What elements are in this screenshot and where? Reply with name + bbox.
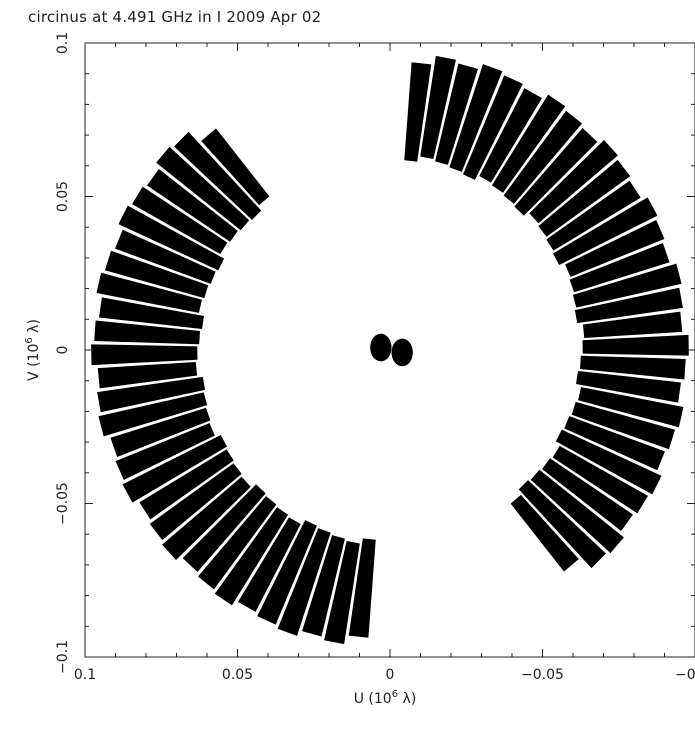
arc-right-track [139, 449, 234, 520]
arc-right-track [91, 344, 198, 366]
arc-right-track [237, 517, 301, 612]
arc-right-track [324, 540, 360, 645]
chart-title: circinus at 4.491 GHz in I 2009 Apr 02 [28, 8, 322, 26]
arc-left-track [463, 75, 523, 180]
arc-left-track [571, 401, 676, 450]
arc-right-track [348, 538, 376, 638]
arc-left-track [582, 334, 689, 356]
arc-left-track [449, 64, 503, 172]
uv-track-layer [91, 55, 689, 645]
axis-ticks [84, 42, 695, 658]
arc-left-track [435, 63, 478, 165]
arc-right-track [104, 250, 209, 299]
arc-right-track [257, 520, 317, 625]
y-axis-label: V (106 λ) [24, 319, 42, 381]
arc-right-track [110, 407, 211, 457]
arc-left-track [404, 62, 432, 162]
arc-right-track [147, 169, 238, 242]
arc-left-track [578, 387, 684, 428]
y-tick-label: 0.05 [55, 181, 71, 212]
arc-left-track [579, 355, 686, 380]
arc-right-track [174, 131, 262, 220]
center-blob [370, 333, 392, 362]
arc-right-track [115, 229, 216, 284]
tick-labels: 0.1 0.05 0 −0.05 −0.1 −0.1 −0.05 0 0.05 0.1 [55, 32, 695, 683]
arc-left-track [542, 458, 633, 531]
center-blob [391, 338, 413, 367]
arc-left-track [572, 263, 682, 308]
arc-left-track [555, 429, 662, 495]
arc-right-track [98, 392, 208, 437]
arc-left-track [576, 370, 682, 403]
arc-left-track [565, 220, 665, 277]
arc-left-track [491, 94, 566, 193]
arc-left-track [503, 110, 583, 204]
arc-left-track [514, 127, 598, 216]
arc-left-track [510, 494, 579, 572]
arc-right-track [156, 146, 250, 231]
arc-left-track [574, 287, 683, 324]
arc-right-track [96, 272, 202, 313]
x-tick-label: −0.1 [675, 667, 695, 683]
arc-left-track [564, 416, 665, 471]
arc-right-track [94, 320, 201, 345]
x-axis-label: U (106 λ) [354, 689, 417, 707]
arc-right-track [277, 528, 331, 636]
arc-right-track [197, 496, 277, 590]
arc-left-track [569, 243, 670, 293]
arc-left-track [552, 445, 648, 514]
arc-left-track [530, 469, 624, 554]
x-tick-label: 0 [386, 667, 395, 683]
arc-right-track [132, 186, 228, 255]
arc-right-track [115, 423, 215, 480]
arc-right-track [182, 484, 266, 573]
arc-right-track [98, 297, 204, 330]
arc-right-track [214, 507, 289, 606]
arc-left-track [552, 197, 658, 266]
arc-left-track [479, 88, 543, 183]
y-tick-label: −0.05 [55, 482, 71, 525]
arc-left-track [420, 55, 456, 160]
x-tick-label: −0.05 [521, 667, 564, 683]
arc-left-track [546, 180, 641, 251]
arc-left-track [538, 159, 631, 237]
y-tick-label: −0.1 [55, 640, 71, 674]
x-tick-label: 0.05 [222, 667, 253, 683]
y-tick-label: 0 [55, 346, 71, 355]
arc-right-track [149, 463, 242, 541]
arc-right-track [118, 205, 225, 271]
arc-right-track [97, 376, 206, 413]
arc-right-track [162, 476, 251, 561]
arc-left-track [582, 311, 683, 338]
arc-right-track [201, 128, 270, 206]
arc-left-track [518, 480, 606, 569]
arc-left-track [529, 139, 618, 224]
arc-right-track [302, 535, 345, 637]
arc-right-track [97, 362, 198, 389]
x-tick-label: 0.1 [74, 667, 96, 683]
y-tick-label: 0.1 [55, 32, 71, 54]
arc-right-track [122, 434, 228, 503]
